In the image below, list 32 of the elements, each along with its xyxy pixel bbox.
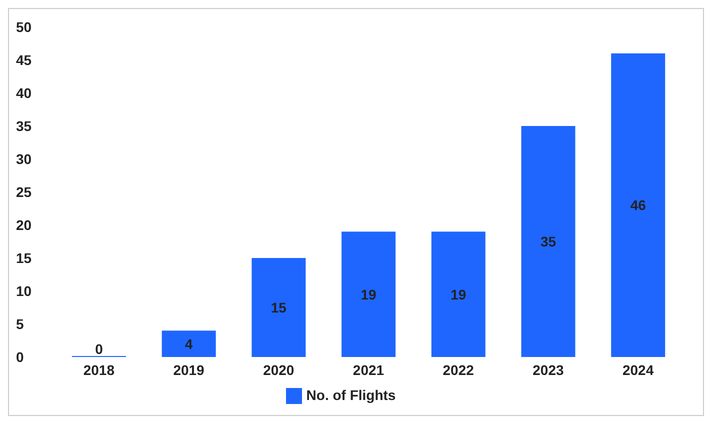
y-tick-label: 40 [16, 84, 32, 101]
data-label: 15 [270, 300, 287, 316]
data-label: 19 [360, 286, 377, 302]
y-tick-label: 35 [16, 118, 32, 134]
x-tick-label: 2024 [622, 362, 654, 378]
x-tick-label: 2022 [442, 362, 474, 378]
y-tick-label: 0 [16, 348, 24, 365]
y-tick-label: 20 [16, 216, 32, 233]
bar [342, 232, 396, 357]
y-tick-label: 5 [16, 316, 24, 332]
y-tick-label: 10 [16, 282, 32, 299]
data-label: 46 [630, 197, 646, 214]
x-tick-label: 2020 [263, 362, 294, 378]
y-tick-label: 50 [16, 18, 32, 35]
bar [162, 330, 216, 357]
legend-label: No. of Flights [306, 387, 396, 403]
x-tick-label: 2021 [352, 362, 384, 378]
y-tick-label: 25 [16, 184, 32, 200]
x-tick-label: 2018 [83, 362, 115, 378]
bar [431, 232, 486, 357]
data-label: 19 [450, 286, 466, 302]
data-label: 4 [184, 336, 193, 352]
bar [611, 53, 666, 357]
x-tick-label: 2023 [532, 362, 564, 378]
data-label: 35 [540, 234, 556, 250]
y-tick-label: 15 [16, 250, 32, 266]
y-tick-label: 30 [16, 150, 32, 167]
x-tick-label: 2019 [173, 362, 205, 378]
data-label: 0 [95, 341, 104, 357]
bar [252, 258, 306, 357]
y-tick-label: 45 [16, 52, 32, 68]
bar [521, 126, 576, 357]
